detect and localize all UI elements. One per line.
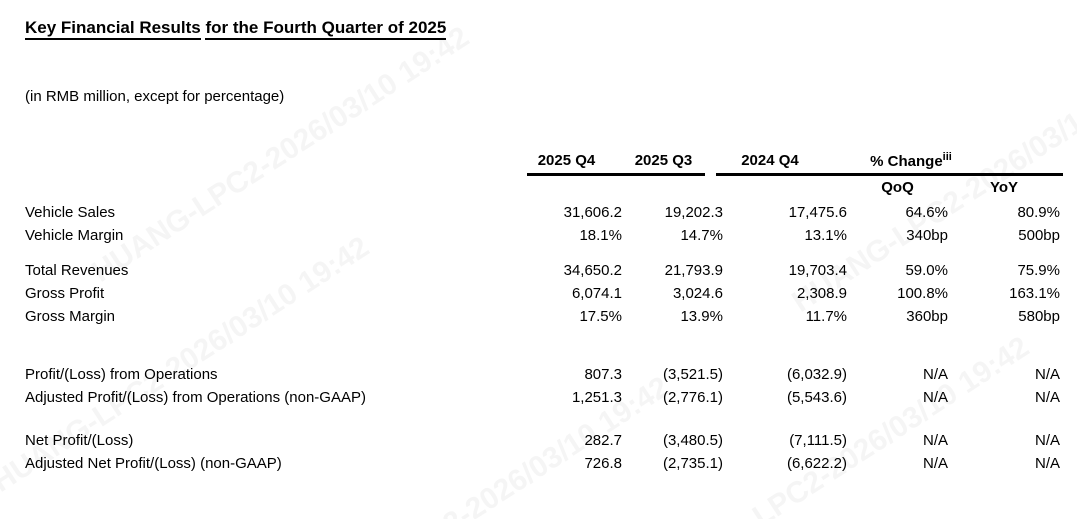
- header-qoq: QoQ: [881, 178, 914, 196]
- cell-yoy: N/A: [1034, 366, 1060, 383]
- cell-2024-q4: 17,475.6: [788, 204, 847, 221]
- cell-qoq: 360bp: [906, 308, 948, 325]
- cell-2025-q3: 3,024.6: [672, 285, 723, 302]
- row-label: Total Revenues: [25, 262, 129, 279]
- cell-2025-q4: 6,074.1: [571, 285, 622, 302]
- cell-2024-q4: (6,032.9): [786, 366, 847, 383]
- financial-table-wrapper: 2025 Q4 2025 Q3 2024 Q4 % Changeiii QoQ …: [0, 147, 1077, 475]
- row-label: Adjusted Net Profit/(Loss) (non-GAAP): [25, 455, 282, 472]
- cell-2025-q3: (3,480.5): [662, 432, 723, 449]
- cell-2024-q4: 13.1%: [804, 227, 847, 244]
- header-2024-q4: 2024 Q4: [741, 151, 799, 169]
- table-row-adjusted-net-profit-loss: Adjusted Net Profit/(Loss) (non-GAAP) 72…: [25, 452, 1060, 475]
- row-label: Net Profit/(Loss): [25, 432, 134, 449]
- cell-2024-q4: (5,543.6): [786, 389, 847, 406]
- header-empty: [25, 173, 475, 201]
- cell-yoy: 580bp: [1018, 308, 1060, 325]
- header-empty: [723, 173, 847, 201]
- cell-2025-q3: (2,776.1): [662, 389, 723, 406]
- table-row-gross-profit: Gross Profit 6,074.1 3,024.6 2,308.9 100…: [25, 282, 1060, 305]
- cell-qoq: 100.8%: [897, 285, 948, 302]
- row-label: Gross Profit: [25, 285, 105, 302]
- table-row-vehicle-margin: Vehicle Margin 18.1% 14.7% 13.1% 340bp 5…: [25, 224, 1060, 247]
- table-row-vehicle-sales: Vehicle Sales 31,606.2 19,202.3 17,475.6…: [25, 201, 1060, 224]
- cell-2025-q4: 282.7: [584, 432, 622, 449]
- spacer-row: [25, 328, 1060, 363]
- table-row-profit-loss-from-operations: Profit/(Loss) from Operations 807.3 (3,5…: [25, 363, 1060, 386]
- cell-2024-q4: (7,111.5): [789, 432, 847, 449]
- cell-2025-q4: 34,650.2: [563, 262, 622, 279]
- row-label: Vehicle Margin: [25, 227, 124, 244]
- cell-2025-q4: 17.5%: [579, 308, 622, 325]
- page-title-part1: Key Financial Results: [25, 18, 201, 40]
- cell-qoq: N/A: [922, 389, 948, 406]
- pct-change-footnote-ref: iii: [942, 150, 952, 163]
- cell-yoy: N/A: [1034, 389, 1060, 406]
- financial-results-table: 2025 Q4 2025 Q3 2024 Q4 % Changeiii QoQ …: [25, 147, 1060, 475]
- table-row-gross-margin: Gross Margin 17.5% 13.9% 11.7% 360bp 580…: [25, 305, 1060, 328]
- cell-2025-q4: 31,606.2: [563, 204, 622, 221]
- cell-yoy: 500bp: [1018, 227, 1060, 244]
- row-label: Vehicle Sales: [25, 204, 116, 221]
- row-label: Adjusted Profit/(Loss) from Operations (…: [25, 389, 366, 406]
- cell-2025-q3: 21,793.9: [664, 262, 723, 279]
- header-rule-current-quarters: [527, 173, 705, 176]
- header-2025-q3: 2025 Q3: [634, 151, 693, 169]
- cell-2024-q4: 19,703.4: [788, 262, 847, 279]
- header-2025-q4: 2025 Q4: [537, 151, 596, 169]
- page-title-part2: for the Fourth Quarter of 2025: [205, 18, 447, 40]
- table-row-adjusted-profit-loss-from-operations: Adjusted Profit/(Loss) from Operations (…: [25, 386, 1060, 409]
- cell-yoy: N/A: [1034, 455, 1060, 472]
- pct-change-label: % Change: [870, 152, 943, 170]
- cell-qoq: N/A: [922, 455, 948, 472]
- cell-yoy: 75.9%: [1017, 262, 1060, 279]
- header-empty: [622, 173, 723, 201]
- page-title: Key Financial Results for the Fourth Qua…: [25, 18, 1077, 40]
- cell-2025-q3: 14.7%: [680, 227, 723, 244]
- header-empty: [475, 173, 622, 201]
- header-yoy: YoY: [989, 178, 1019, 196]
- cell-2025-q3: (3,521.5): [662, 366, 723, 383]
- table-header-row-periods: 2025 Q4 2025 Q3 2024 Q4 % Changeiii: [25, 147, 1060, 173]
- spacer-row: [25, 247, 1060, 259]
- financial-results-document: Key Financial Results for the Fourth Qua…: [0, 18, 1077, 475]
- row-label: Profit/(Loss) from Operations: [25, 366, 218, 383]
- header-empty: [25, 147, 475, 173]
- cell-2025-q4: 18.1%: [579, 227, 622, 244]
- cell-yoy: 163.1%: [1009, 285, 1060, 302]
- cell-2024-q4: (6,622.2): [786, 455, 847, 472]
- table-row-net-profit-loss: Net Profit/(Loss) 282.7 (3,480.5) (7,111…: [25, 429, 1060, 452]
- header-rule-prior-and-change: [716, 173, 1063, 176]
- cell-2025-q4: 726.8: [584, 455, 622, 472]
- cell-yoy: N/A: [1034, 432, 1060, 449]
- table-header-row-change-types: QoQ YoY: [25, 173, 1060, 201]
- cell-2025-q4: 807.3: [584, 366, 622, 383]
- cell-qoq: 59.0%: [905, 262, 948, 279]
- cell-2024-q4: 2,308.9: [796, 285, 847, 302]
- spacer-row: [25, 409, 1060, 429]
- cell-2025-q3: (2,735.1): [662, 455, 723, 472]
- header-pct-change: % Changeiii: [847, 147, 1060, 173]
- row-label: Gross Margin: [25, 308, 116, 325]
- cell-qoq: 64.6%: [905, 204, 948, 221]
- cell-2024-q4: 11.7%: [805, 308, 847, 325]
- cell-2025-q3: 19,202.3: [664, 204, 723, 221]
- cell-qoq: 340bp: [906, 227, 948, 244]
- units-note: (in RMB million, except for percentage): [25, 88, 285, 105]
- cell-qoq: N/A: [922, 366, 948, 383]
- cell-2025-q4: 1,251.3: [571, 389, 622, 406]
- cell-yoy: 80.9%: [1017, 204, 1060, 221]
- cell-qoq: N/A: [922, 432, 948, 449]
- cell-2025-q3: 13.9%: [680, 308, 723, 325]
- table-row-total-revenues: Total Revenues 34,650.2 21,793.9 19,703.…: [25, 259, 1060, 282]
